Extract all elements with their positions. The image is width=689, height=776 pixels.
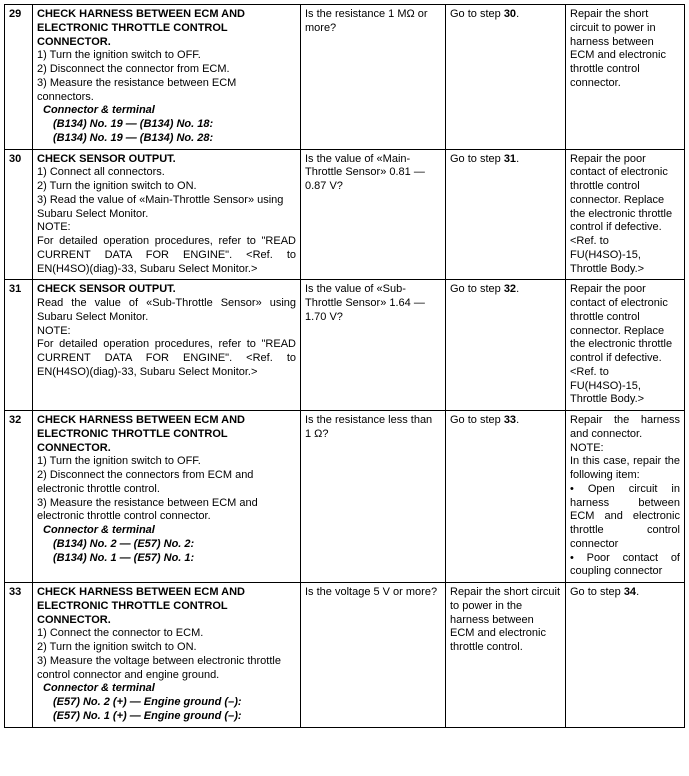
no-action: Repair the poor contact of electronic th…	[566, 149, 685, 280]
step-line: 2) Disconnect the connector from ECM.	[37, 63, 296, 77]
step-number: 33	[5, 583, 33, 728]
yes-step-ref: 33	[504, 414, 516, 426]
yes-post: .	[516, 414, 519, 426]
connector-label: Connector & terminal	[37, 682, 296, 696]
connector-label: Connector & terminal	[37, 524, 296, 538]
diagnostic-table: 29CHECK HARNESS BETWEEN ECM AND ELECTRON…	[4, 4, 685, 728]
yes-pre: Go to step	[450, 8, 504, 20]
no-note-intro: In this case, repair the following item:	[570, 455, 680, 483]
no-intro: Repair the harness and connector.	[570, 414, 680, 442]
step-line: 3) Measure the resistance between ECM co…	[37, 77, 296, 105]
check-question: Is the value of «Main-Throttle Sensor» 0…	[301, 149, 446, 280]
no-note-label: NOTE:	[570, 442, 680, 456]
no-action: Go to step 34.	[566, 583, 685, 728]
step-line: 1) Connect all connectors.	[37, 166, 296, 180]
step-description: CHECK HARNESS BETWEEN ECM AND ELECTRONIC…	[33, 411, 301, 583]
yes-action: Go to step 32.	[446, 280, 566, 411]
no-action: Repair the poor contact of electronic th…	[566, 280, 685, 411]
step-description: CHECK HARNESS BETWEEN ECM AND ELECTRONIC…	[33, 583, 301, 728]
yes-post: .	[516, 283, 519, 295]
step-line: 1) Connect the connector to ECM.	[37, 627, 296, 641]
step-title: CHECK HARNESS BETWEEN ECM AND ELECTRONIC…	[37, 586, 296, 627]
yes-pre: Go to step	[450, 153, 504, 165]
yes-step-ref: 31	[504, 153, 516, 165]
check-question: Is the resistance 1 MΩ or more?	[301, 5, 446, 150]
note-label: NOTE:	[37, 221, 296, 235]
table-row: 33CHECK HARNESS BETWEEN ECM AND ELECTRON…	[5, 583, 685, 728]
step-line: 1) Turn the ignition switch to OFF.	[37, 455, 296, 469]
connector-line: (B134) No. 19 — (B134) No. 28:	[37, 132, 296, 146]
note-text: For detailed operation procedures, refer…	[37, 235, 296, 276]
no-step-ref: 34	[624, 586, 636, 598]
table-row: 31CHECK SENSOR OUTPUT.Read the value of …	[5, 280, 685, 411]
step-title: CHECK HARNESS BETWEEN ECM AND ELECTRONIC…	[37, 8, 296, 49]
step-title: CHECK HARNESS BETWEEN ECM AND ELECTRONIC…	[37, 414, 296, 455]
connector-label: Connector & terminal	[37, 104, 296, 118]
connector-line: (E57) No. 1 (+) — Engine ground (–):	[37, 710, 296, 724]
connector-line: (B134) No. 19 — (B134) No. 18:	[37, 118, 296, 132]
no-bullet: • Open circuit in harness between ECM an…	[570, 483, 680, 552]
yes-pre: Go to step	[450, 414, 504, 426]
no-action: Repair the short circuit to power in har…	[566, 5, 685, 150]
step-title: CHECK SENSOR OUTPUT.	[37, 153, 296, 167]
step-number: 31	[5, 280, 33, 411]
table-row: 29CHECK HARNESS BETWEEN ECM AND ELECTRON…	[5, 5, 685, 150]
step-title: CHECK SENSOR OUTPUT.	[37, 283, 296, 297]
check-question: Is the value of «Sub-Throttle Sensor» 1.…	[301, 280, 446, 411]
step-description: CHECK SENSOR OUTPUT.1) Connect all conne…	[33, 149, 301, 280]
no-post: .	[636, 586, 639, 598]
yes-pre: Go to step	[450, 283, 504, 295]
step-line: 2) Turn the ignition switch to ON.	[37, 180, 296, 194]
yes-post: .	[516, 153, 519, 165]
step-number: 30	[5, 149, 33, 280]
step-description: CHECK HARNESS BETWEEN ECM AND ELECTRONIC…	[33, 5, 301, 150]
yes-action: Go to step 33.	[446, 411, 566, 583]
no-text: Repair the short circuit to power in har…	[570, 8, 680, 91]
table-row: 30CHECK SENSOR OUTPUT.1) Connect all con…	[5, 149, 685, 280]
yes-action: Go to step 31.	[446, 149, 566, 280]
step-number: 32	[5, 411, 33, 583]
step-line: 2) Turn the ignition switch to ON.	[37, 641, 296, 655]
note-label: NOTE:	[37, 325, 296, 339]
check-question: Is the resistance less than 1 Ω?	[301, 411, 446, 583]
yes-post: .	[516, 8, 519, 20]
step-line: 3) Read the value of «Main-Throttle Sens…	[37, 194, 296, 222]
no-pre: Go to step	[570, 586, 624, 598]
step-description: CHECK SENSOR OUTPUT.Read the value of «S…	[33, 280, 301, 411]
yes-step-ref: 32	[504, 283, 516, 295]
connector-line: (E57) No. 2 (+) — Engine ground (–):	[37, 696, 296, 710]
connector-line: (B134) No. 2 — (E57) No. 2:	[37, 538, 296, 552]
no-bullet: • Poor contact of coupling connector	[570, 552, 680, 580]
step-line: 1) Turn the ignition switch to OFF.	[37, 49, 296, 63]
step-number: 29	[5, 5, 33, 150]
yes-step-ref: 30	[504, 8, 516, 20]
step-line: 3) Measure the resistance between ECM an…	[37, 497, 296, 525]
no-action: Repair the harness and connector.NOTE:In…	[566, 411, 685, 583]
note-text: For detailed operation procedures, refer…	[37, 338, 296, 379]
step-body: Read the value of «Sub-Throttle Sensor» …	[37, 297, 296, 325]
check-question: Is the voltage 5 V or more?	[301, 583, 446, 728]
table-row: 32CHECK HARNESS BETWEEN ECM AND ELECTRON…	[5, 411, 685, 583]
no-text: Repair the poor contact of electronic th…	[570, 153, 680, 277]
yes-text: Repair the short circuit to power in the…	[450, 586, 561, 655]
step-line: 3) Measure the voltage between electroni…	[37, 655, 296, 683]
no-text: Repair the poor contact of electronic th…	[570, 283, 680, 407]
connector-line: (B134) No. 1 — (E57) No. 1:	[37, 552, 296, 566]
yes-action: Go to step 30.	[446, 5, 566, 150]
step-line: 2) Disconnect the connectors from ECM an…	[37, 469, 296, 497]
yes-action: Repair the short circuit to power in the…	[446, 583, 566, 728]
